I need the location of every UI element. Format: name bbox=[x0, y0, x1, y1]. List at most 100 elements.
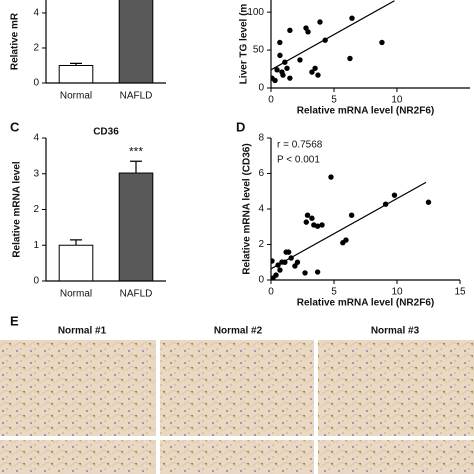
x-axis-label: Relative mRNA level (NR2F6) bbox=[297, 298, 434, 309]
bar bbox=[118, 0, 154, 83]
histology-image bbox=[0, 440, 156, 474]
x-tick-label: 10 bbox=[391, 287, 403, 298]
point bbox=[280, 72, 286, 78]
point bbox=[287, 75, 293, 81]
y-tick-label: 0 bbox=[33, 276, 39, 287]
image-title: Normal #3 bbox=[371, 326, 420, 337]
annotation: P < 0.001 bbox=[277, 155, 320, 166]
x-axis-label: Relative mRNA level (NR2F6) bbox=[297, 106, 434, 117]
bar bbox=[118, 172, 154, 281]
point bbox=[312, 65, 318, 71]
y-axis-label: Relative mRNA level (CD36) bbox=[242, 143, 253, 274]
point bbox=[297, 57, 303, 63]
x-tick-label: NAFLD bbox=[120, 289, 153, 300]
chart-title: CD36 bbox=[93, 127, 119, 138]
y-axis-label: Liver TG level (m bbox=[239, 4, 250, 85]
point bbox=[282, 259, 288, 265]
point bbox=[382, 201, 389, 207]
histology-image bbox=[318, 440, 474, 474]
point bbox=[277, 39, 283, 46]
panel-label: D bbox=[236, 119, 245, 134]
y-tick-label: 0 bbox=[33, 78, 39, 89]
image-title: Normal #2 bbox=[214, 326, 263, 337]
histology-image bbox=[0, 340, 156, 436]
image-title: Normal #1 bbox=[58, 326, 107, 337]
x-tick-label: 5 bbox=[331, 287, 337, 298]
error-bar bbox=[70, 239, 82, 246]
point bbox=[319, 222, 325, 228]
point bbox=[272, 77, 278, 84]
y-tick-label: 0 bbox=[258, 275, 264, 286]
histology-image bbox=[318, 340, 474, 436]
x-tick-label: 15 bbox=[454, 287, 466, 298]
point bbox=[287, 27, 293, 34]
fit-line bbox=[271, 0, 395, 71]
error-bar bbox=[70, 62, 82, 66]
plot-area bbox=[271, 0, 395, 84]
y-tick-label: 2 bbox=[33, 204, 39, 215]
y-tick-label: 3 bbox=[33, 168, 39, 179]
point bbox=[284, 65, 290, 71]
point bbox=[322, 37, 328, 43]
y-tick-label: 0 bbox=[258, 83, 264, 94]
point bbox=[391, 192, 398, 198]
point bbox=[285, 249, 292, 255]
fit-line bbox=[271, 181, 427, 270]
panel-label: C bbox=[10, 119, 20, 134]
x-tick-label: 0 bbox=[268, 287, 274, 298]
point bbox=[343, 237, 349, 243]
annotation: r = 0.7568 bbox=[277, 140, 323, 151]
point bbox=[309, 69, 315, 75]
y-tick-label: 4 bbox=[33, 8, 39, 19]
point bbox=[271, 258, 275, 264]
point bbox=[425, 199, 432, 205]
point bbox=[349, 15, 355, 21]
point bbox=[282, 59, 288, 65]
panel-label: E bbox=[10, 313, 19, 328]
plot-area bbox=[58, 160, 154, 281]
histology-image bbox=[160, 340, 314, 436]
y-tick-label: 6 bbox=[258, 168, 264, 179]
point bbox=[304, 212, 311, 218]
point bbox=[348, 212, 355, 218]
histology-image bbox=[160, 440, 314, 474]
y-tick-label: 100 bbox=[247, 7, 264, 18]
error-bar bbox=[130, 160, 142, 174]
x-tick-label: 5 bbox=[331, 95, 337, 106]
point bbox=[379, 39, 385, 46]
point bbox=[314, 269, 321, 275]
point bbox=[302, 270, 308, 276]
x-tick-label: 0 bbox=[268, 95, 274, 106]
point bbox=[288, 255, 294, 261]
bar bbox=[58, 64, 94, 83]
point bbox=[275, 262, 281, 268]
y-tick-label: 2 bbox=[33, 43, 39, 54]
y-tick-label: 50 bbox=[253, 45, 265, 56]
point bbox=[294, 259, 301, 265]
point bbox=[309, 215, 315, 221]
y-tick-label: 2 bbox=[258, 239, 264, 250]
bar bbox=[58, 244, 94, 281]
y-tick-label: 8 bbox=[258, 133, 264, 144]
x-tick-label: NAFLD bbox=[120, 91, 153, 102]
point bbox=[314, 223, 321, 229]
plot-area bbox=[271, 174, 432, 280]
y-tick-label: 4 bbox=[258, 204, 264, 215]
point bbox=[277, 52, 283, 59]
significance: *** bbox=[129, 144, 143, 158]
y-axis-label: Relative mRNA level bbox=[12, 161, 23, 258]
point bbox=[317, 19, 323, 25]
plot-area bbox=[58, 0, 154, 83]
point bbox=[347, 55, 353, 62]
point bbox=[303, 219, 309, 225]
x-tick-label: Normal bbox=[60, 289, 92, 300]
point bbox=[273, 272, 279, 278]
y-tick-label: 1 bbox=[33, 240, 39, 251]
y-tick-label: 4 bbox=[33, 133, 39, 144]
point bbox=[274, 67, 280, 73]
point bbox=[277, 267, 283, 273]
point bbox=[328, 174, 334, 180]
x-tick-label: Normal bbox=[60, 91, 92, 102]
y-axis-label: Relative mR bbox=[10, 12, 21, 70]
x-tick-label: 10 bbox=[391, 95, 403, 106]
